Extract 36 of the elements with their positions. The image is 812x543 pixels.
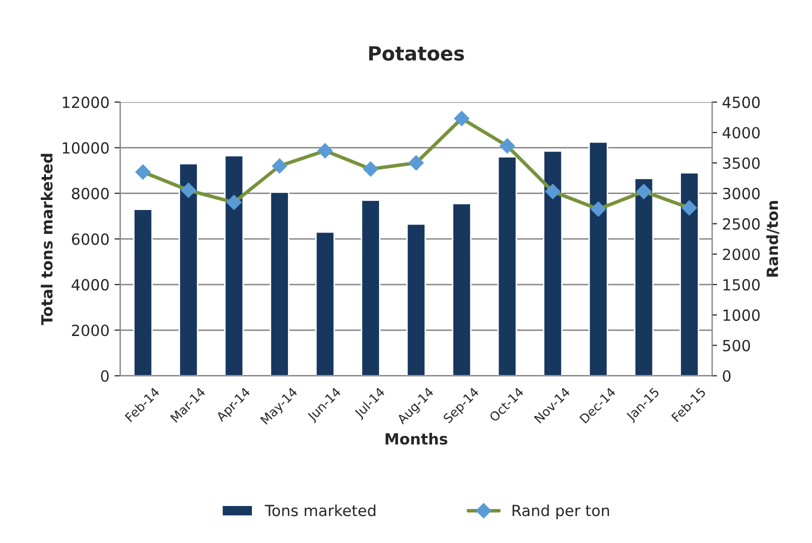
y2-axis-title: Rand/ton: [766, 201, 780, 277]
y2-tick-label: 3500: [723, 157, 760, 169]
legend-label: Rand per ton: [512, 504, 609, 520]
y2-tick-label: 4500: [722, 96, 760, 108]
y2-tick-label: 1000: [724, 309, 760, 321]
y2-tick-label: 2000: [722, 248, 760, 260]
bar: [588, 141, 608, 376]
y-tick-label: 4000: [72, 278, 109, 291]
y-tick-label: 6000: [72, 233, 109, 245]
bar: [452, 202, 472, 376]
y-tick-label: 2000: [72, 324, 109, 336]
legend-label: Tons marketed: [264, 504, 376, 516]
y-tick-label: 8000: [72, 188, 109, 200]
y-axis-title: Total tons marketed: [40, 154, 53, 326]
y-tick-label: 0: [101, 370, 109, 382]
bar: [178, 162, 198, 376]
bar: [270, 191, 290, 376]
y2-tick-label: 500: [723, 340, 750, 352]
bar: [133, 208, 153, 376]
y-tick-label: 10000: [62, 142, 109, 154]
y2-tick-label: 0: [722, 370, 731, 382]
y2-tick-label: 2500: [722, 218, 760, 230]
bar: [315, 231, 335, 376]
bar: [680, 172, 700, 376]
x-axis-title: Months: [386, 432, 448, 445]
bar: [542, 150, 563, 376]
bar: [360, 199, 380, 376]
y-tick-label: 12000: [62, 96, 109, 108]
bar: [497, 156, 518, 376]
bar: [634, 178, 654, 376]
chart-title: Potatoes: [369, 46, 464, 61]
bar: [224, 154, 244, 376]
bar: [406, 223, 426, 376]
y2-tick-label: 3000: [723, 188, 760, 200]
y2-tick-label: 1500: [724, 278, 760, 291]
y2-tick-label: 4000: [722, 126, 760, 139]
